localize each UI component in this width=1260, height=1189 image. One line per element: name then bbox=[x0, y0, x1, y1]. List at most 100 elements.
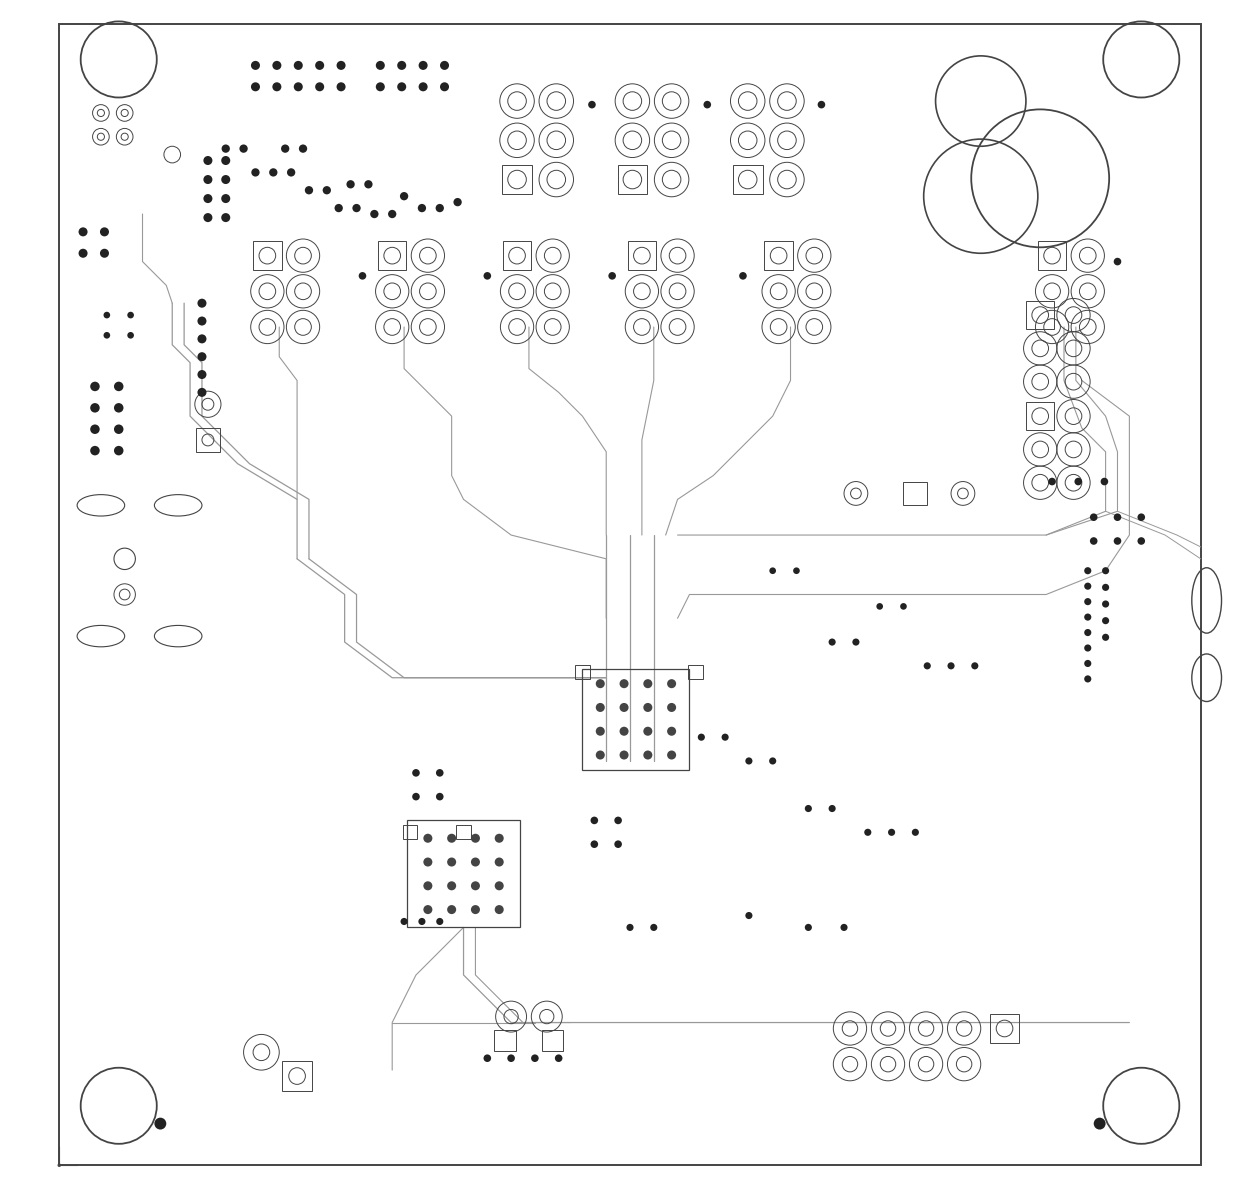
Circle shape bbox=[353, 203, 360, 212]
Circle shape bbox=[198, 316, 207, 326]
Circle shape bbox=[198, 298, 207, 308]
Circle shape bbox=[644, 726, 653, 736]
Circle shape bbox=[58, 1163, 60, 1168]
Circle shape bbox=[397, 82, 406, 92]
Circle shape bbox=[829, 805, 835, 812]
Circle shape bbox=[103, 332, 110, 339]
Circle shape bbox=[315, 61, 324, 70]
Bar bbox=[627, 241, 656, 270]
Circle shape bbox=[346, 180, 355, 189]
Bar bbox=[494, 1030, 515, 1051]
Circle shape bbox=[91, 446, 100, 455]
Circle shape bbox=[1114, 514, 1121, 521]
Circle shape bbox=[100, 249, 108, 258]
Circle shape bbox=[650, 924, 658, 931]
Circle shape bbox=[1094, 1118, 1105, 1130]
Bar bbox=[903, 482, 927, 505]
Circle shape bbox=[530, 1055, 539, 1062]
Circle shape bbox=[471, 857, 480, 867]
Circle shape bbox=[667, 726, 677, 736]
Circle shape bbox=[198, 388, 207, 397]
Circle shape bbox=[644, 750, 653, 760]
Circle shape bbox=[251, 61, 260, 70]
Circle shape bbox=[436, 918, 444, 925]
Circle shape bbox=[596, 750, 605, 760]
Circle shape bbox=[877, 603, 883, 610]
Circle shape bbox=[440, 61, 449, 70]
Circle shape bbox=[840, 924, 848, 931]
Circle shape bbox=[1084, 675, 1091, 682]
Circle shape bbox=[1090, 537, 1097, 545]
Circle shape bbox=[818, 101, 825, 108]
Circle shape bbox=[769, 757, 776, 765]
Circle shape bbox=[222, 156, 231, 165]
Circle shape bbox=[447, 905, 456, 914]
Circle shape bbox=[294, 61, 302, 70]
Circle shape bbox=[1138, 514, 1145, 521]
Circle shape bbox=[1084, 567, 1091, 574]
Circle shape bbox=[272, 61, 281, 70]
Circle shape bbox=[436, 203, 444, 212]
Circle shape bbox=[900, 603, 907, 610]
Circle shape bbox=[412, 793, 420, 800]
Circle shape bbox=[703, 101, 711, 108]
Circle shape bbox=[667, 750, 677, 760]
Circle shape bbox=[127, 312, 134, 319]
Circle shape bbox=[198, 352, 207, 361]
Circle shape bbox=[495, 905, 504, 914]
Circle shape bbox=[447, 881, 456, 891]
Bar bbox=[1038, 241, 1066, 270]
Circle shape bbox=[418, 61, 427, 70]
Circle shape bbox=[1084, 583, 1091, 590]
Circle shape bbox=[222, 213, 231, 222]
Circle shape bbox=[484, 272, 491, 279]
Circle shape bbox=[294, 82, 302, 92]
Circle shape bbox=[78, 249, 88, 258]
Bar bbox=[1026, 402, 1055, 430]
Circle shape bbox=[113, 446, 123, 455]
Circle shape bbox=[418, 82, 427, 92]
Circle shape bbox=[698, 734, 704, 741]
Circle shape bbox=[370, 209, 378, 219]
Circle shape bbox=[299, 144, 307, 152]
Circle shape bbox=[620, 703, 629, 712]
Circle shape bbox=[203, 194, 213, 203]
Circle shape bbox=[596, 703, 605, 712]
Circle shape bbox=[418, 918, 426, 925]
Circle shape bbox=[336, 61, 345, 70]
Circle shape bbox=[471, 833, 480, 843]
Circle shape bbox=[471, 905, 480, 914]
Circle shape bbox=[620, 750, 629, 760]
Circle shape bbox=[667, 679, 677, 688]
Circle shape bbox=[1090, 514, 1097, 521]
Circle shape bbox=[484, 1055, 491, 1062]
Circle shape bbox=[615, 841, 622, 848]
Circle shape bbox=[78, 227, 88, 237]
Circle shape bbox=[203, 213, 213, 222]
Bar bbox=[403, 825, 417, 839]
Circle shape bbox=[436, 769, 444, 776]
Circle shape bbox=[239, 144, 248, 152]
Circle shape bbox=[644, 679, 653, 688]
Circle shape bbox=[364, 180, 373, 189]
Circle shape bbox=[440, 82, 449, 92]
Circle shape bbox=[644, 703, 653, 712]
Circle shape bbox=[864, 829, 872, 836]
Circle shape bbox=[596, 679, 605, 688]
Circle shape bbox=[423, 833, 432, 843]
Bar bbox=[733, 164, 762, 194]
Circle shape bbox=[270, 168, 277, 177]
Circle shape bbox=[793, 567, 800, 574]
Circle shape bbox=[1114, 258, 1121, 265]
Circle shape bbox=[1100, 478, 1109, 485]
Circle shape bbox=[591, 841, 598, 848]
Bar bbox=[617, 164, 648, 194]
Circle shape bbox=[222, 194, 231, 203]
Circle shape bbox=[770, 567, 776, 574]
Circle shape bbox=[1102, 600, 1109, 608]
Circle shape bbox=[554, 1055, 562, 1062]
Circle shape bbox=[287, 168, 295, 177]
Circle shape bbox=[495, 833, 504, 843]
Circle shape bbox=[401, 918, 408, 925]
Circle shape bbox=[336, 82, 345, 92]
